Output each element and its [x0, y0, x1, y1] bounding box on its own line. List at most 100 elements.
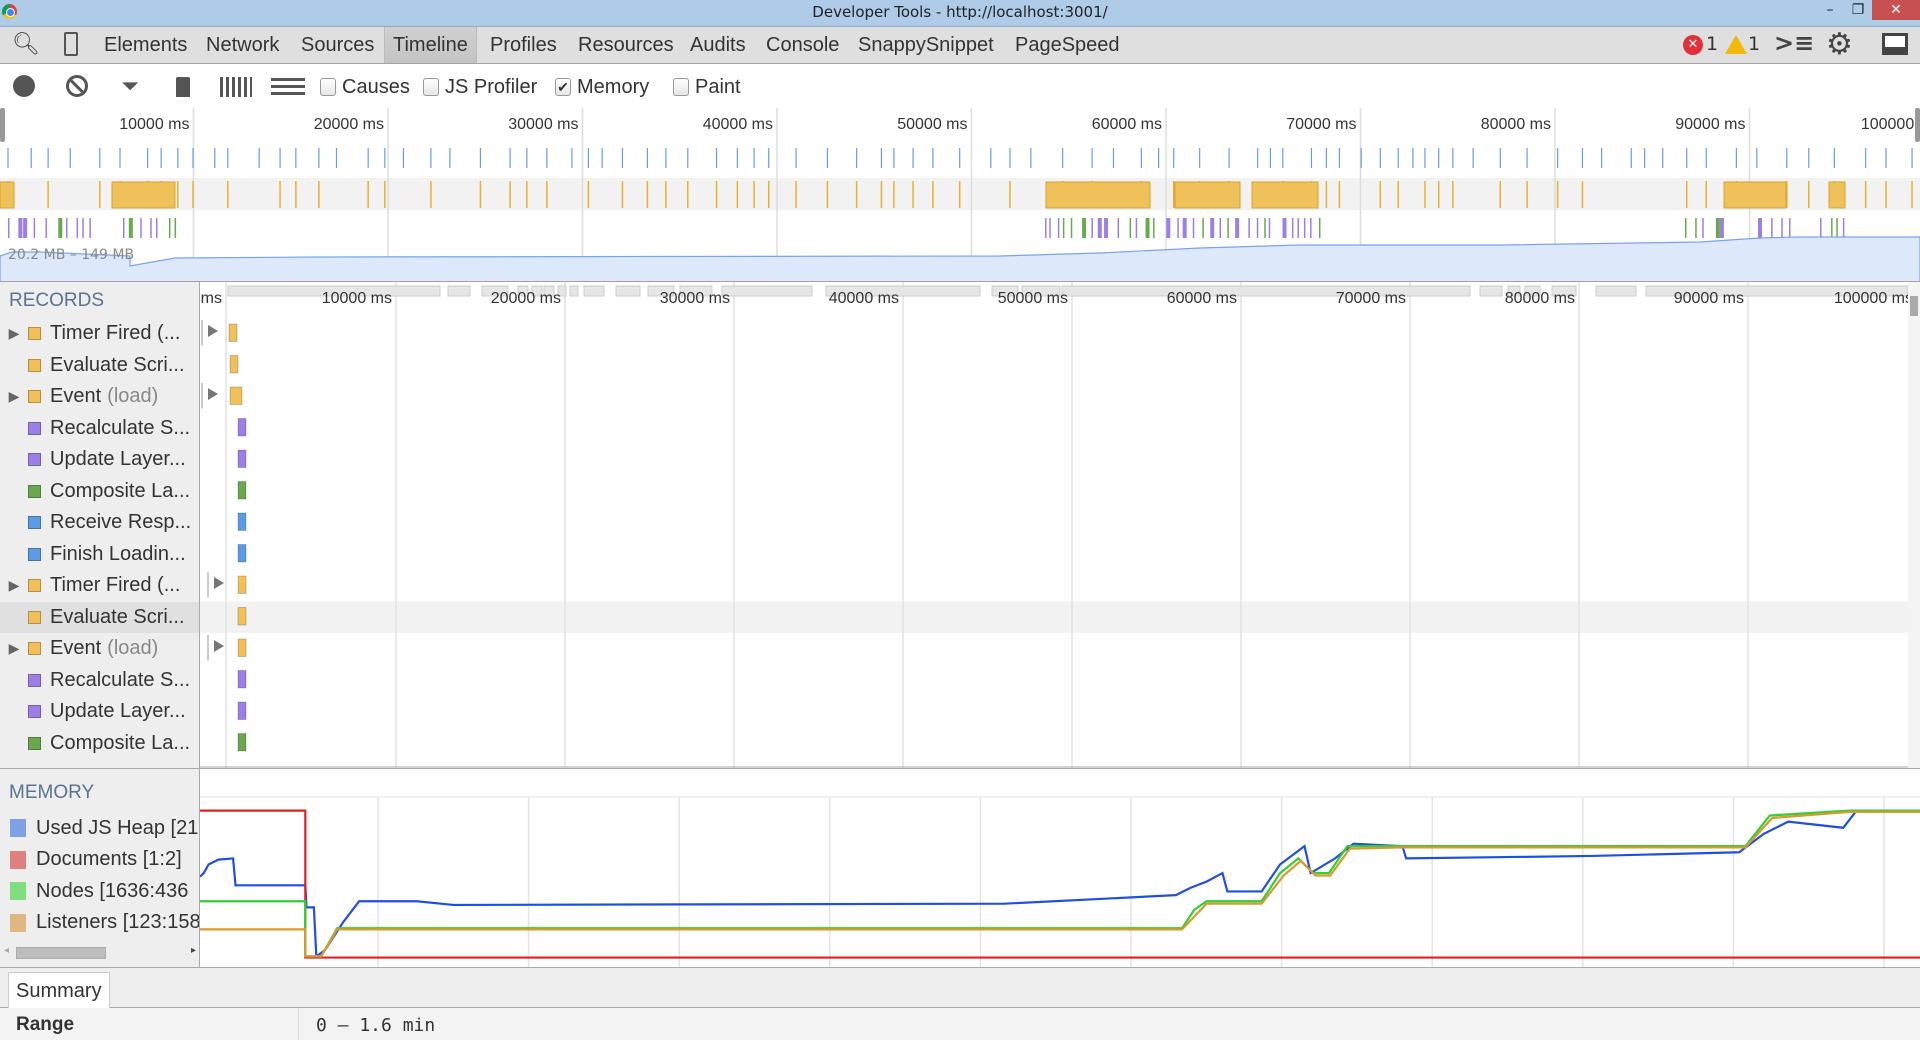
memory-legend-item[interactable]: Listeners [123:158	[10, 909, 199, 937]
render-event-mark	[1291, 218, 1294, 238]
error-icon[interactable]: ✕	[1683, 35, 1703, 55]
console-drawer-icon[interactable]: >≡	[1774, 29, 1815, 57]
record-row[interactable]: Receive Resp...	[0, 507, 199, 539]
filter-icon[interactable]: ⏷	[121, 74, 139, 99]
tab-resources[interactable]: Resources	[578, 34, 674, 56]
checkbox-paint[interactable]: Paint	[673, 75, 741, 99]
record-label: Timer Fired (...	[50, 574, 181, 597]
record-row[interactable]: Finish Loadin...	[0, 539, 199, 571]
memory-legend-item[interactable]: Documents [1:2]	[10, 846, 182, 874]
record-row[interactable]: Evaluate Scri...	[0, 601, 199, 633]
script-event-block	[1045, 181, 1151, 209]
record-row[interactable]: Recalculate S...	[0, 665, 199, 697]
memory-graph	[199, 796, 1920, 967]
expand-triangle-icon[interactable]: ▶	[8, 577, 20, 594]
render-event-mark	[1719, 218, 1724, 238]
tab-snappysnippet[interactable]: SnappySnippet	[858, 34, 994, 56]
legend-swatch[interactable]	[10, 819, 26, 837]
flame-chart-icon[interactable]	[271, 78, 305, 96]
settings-gear-icon[interactable]: ⚙	[1826, 27, 1853, 62]
records-overview-segment	[569, 285, 579, 297]
expand-triangle-icon[interactable]: ▶	[8, 325, 20, 342]
record-label: Update Layer...	[50, 700, 186, 723]
tab-profiles[interactable]: Profiles	[490, 34, 557, 56]
checkbox-box[interactable]	[320, 78, 336, 96]
tab-elements[interactable]: Elements	[104, 34, 188, 56]
tab-audits[interactable]: Audits	[690, 34, 746, 56]
record-row[interactable]: ▶ Timer Fired (...	[0, 570, 199, 602]
render-event-mark	[1192, 218, 1195, 238]
render-event-mark	[1227, 218, 1229, 238]
record-row[interactable]: Composite La...	[0, 476, 199, 508]
records-overview-segment	[481, 285, 509, 297]
warning-count[interactable]: 1	[1748, 33, 1761, 55]
window-title: Developer Tools - http://localhost:3001/	[812, 3, 1108, 21]
overview-tick-label: 40000 ms	[702, 116, 773, 133]
script-event-block	[0, 181, 15, 209]
record-row[interactable]: Update Layer...	[0, 696, 199, 728]
memory-legend: MEMORY Used JS Heap [21 Documents [1:2] No…	[0, 768, 200, 967]
expand-triangle-icon	[208, 325, 218, 337]
render-event-mark	[76, 218, 79, 238]
records-overview-segment	[517, 285, 529, 297]
record-row[interactable]: ▶ Event (load)	[0, 633, 199, 665]
legend-swatch[interactable]	[10, 850, 26, 869]
checkbox-memory[interactable]: ✔ Memory	[555, 75, 649, 99]
record-row[interactable]: Composite La...	[0, 728, 199, 760]
checkbox-causes[interactable]: Causes	[320, 75, 410, 99]
tab-console[interactable]: Console	[766, 34, 840, 56]
device-mode-icon[interactable]	[64, 32, 78, 56]
tab-sources[interactable]: Sources	[301, 34, 375, 56]
record-button[interactable]	[13, 75, 35, 97]
tab-timeline[interactable]: Timeline	[384, 27, 477, 63]
record-label: Event	[50, 385, 102, 408]
legend-swatch[interactable]	[10, 882, 26, 900]
minimize-button[interactable]: –	[1826, 2, 1834, 18]
search-icon[interactable]: 🔍︎	[12, 32, 40, 57]
checkbox-box[interactable]	[423, 78, 439, 96]
record-row[interactable]: Recalculate S...	[0, 413, 199, 445]
legend-swatch[interactable]	[10, 913, 26, 932]
render-event-mark	[82, 218, 84, 238]
dock-side-icon[interactable]	[1882, 33, 1908, 55]
render-event-mark	[1166, 218, 1171, 238]
records-scrollbar[interactable]	[1908, 282, 1920, 768]
render-event-mark	[1788, 218, 1791, 238]
record-bar	[237, 418, 247, 437]
garbage-collect-icon[interactable]	[176, 77, 190, 97]
frames-view-icon[interactable]	[220, 77, 252, 97]
records-overview-segment	[543, 285, 555, 297]
warning-icon[interactable]	[1725, 35, 1747, 54]
timeline-overview[interactable]: 10000 ms 20000 ms 30000 ms 40000 ms 50000 ms…	[0, 108, 1920, 282]
restore-button[interactable]: ❐	[1851, 2, 1865, 18]
record-row[interactable]: Evaluate Scri...	[0, 350, 199, 382]
expand-triangle-icon[interactable]: ▶	[8, 388, 20, 405]
overview-tick-label: 100000 ms	[1860, 116, 1920, 133]
overview-left-handle[interactable]	[0, 108, 5, 142]
record-color-swatch	[28, 516, 41, 530]
expand-triangle-icon[interactable]: ▶	[8, 640, 20, 657]
script-event-block	[1723, 181, 1787, 209]
tab-pagespeed[interactable]: PageSpeed	[1015, 34, 1120, 56]
overview-graph[interactable]	[0, 108, 1920, 282]
memory-legend-item[interactable]: Nodes [1636:436	[10, 877, 188, 905]
record-row[interactable]: ▶ Event (load)	[0, 381, 199, 413]
legend-horizontal-scrollbar[interactable]: ◂ ▸	[4, 945, 196, 961]
tab-summary[interactable]: Summary	[8, 972, 110, 1009]
close-button[interactable]: ✕	[1872, 0, 1920, 20]
record-row[interactable]: ▶ Timer Fired (...	[0, 318, 199, 350]
record-sublabel: (load)	[107, 637, 159, 660]
record-row[interactable]: Update Layer...	[0, 444, 199, 476]
memory-legend-item[interactable]: Used JS Heap [21	[10, 814, 198, 842]
clear-button[interactable]	[66, 75, 88, 97]
records-overview-segment	[991, 285, 1019, 297]
summary-range-row: Range 0 – 1.6 min	[0, 1008, 1920, 1040]
checkbox-js-profiler[interactable]: JS Profiler	[423, 75, 537, 99]
checkbox-box[interactable]	[673, 78, 689, 96]
render-event-mark	[1135, 218, 1138, 238]
overview-right-handle[interactable]	[1915, 108, 1920, 142]
checkbox-box[interactable]: ✔	[555, 78, 571, 96]
render-event-mark	[1045, 218, 1047, 238]
error-count[interactable]: 1	[1706, 33, 1719, 55]
tab-network[interactable]: Network	[206, 34, 280, 56]
